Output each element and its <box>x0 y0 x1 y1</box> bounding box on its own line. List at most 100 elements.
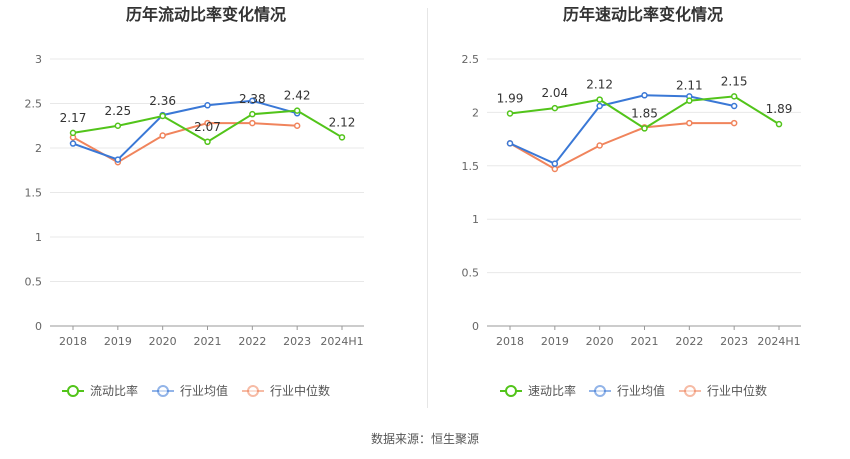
legend-item-1[interactable]: 速动比率 <box>500 383 576 398</box>
legend-label: 行业中位数 <box>707 383 767 398</box>
x-tick-label: 2021 <box>631 335 659 348</box>
x-tick-label: 2022 <box>675 335 703 348</box>
legend-item-2[interactable]: 行业均值 <box>152 383 228 398</box>
legend-item-3[interactable]: 行业中位数 <box>242 383 330 398</box>
data-point[interactable] <box>775 120 783 128</box>
data-label: 2.11 <box>676 79 703 93</box>
legend-item-3[interactable]: 行业中位数 <box>679 383 767 398</box>
data-point[interactable] <box>69 140 77 147</box>
data-point[interactable] <box>551 160 559 167</box>
data-point[interactable] <box>159 132 166 139</box>
data-label: 1.85 <box>631 106 658 120</box>
data-source-note: 数据来源：恒生聚源 <box>370 432 479 446</box>
data-point[interactable] <box>686 97 693 104</box>
data-label: 2.04 <box>541 86 568 100</box>
data-point[interactable] <box>204 138 211 146</box>
y-tick-label: 2.5 <box>25 98 43 111</box>
data-point[interactable] <box>204 119 211 127</box>
data-point[interactable] <box>293 107 301 114</box>
legend-label: 行业均值 <box>180 383 228 398</box>
legend-swatch-marker <box>247 385 259 397</box>
data-point[interactable] <box>730 93 738 100</box>
data-point[interactable] <box>596 102 603 110</box>
data-point[interactable] <box>114 122 122 129</box>
data-point[interactable] <box>69 129 77 137</box>
x-tick-label: 2019 <box>541 335 569 348</box>
legend-item-1[interactable]: 流动比率 <box>62 383 138 398</box>
data-point[interactable] <box>293 122 301 129</box>
legend-label: 行业均值 <box>617 383 665 398</box>
data-point[interactable] <box>249 119 256 127</box>
x-tick-label: 2018 <box>59 335 87 348</box>
data-point[interactable] <box>249 97 256 105</box>
data-point[interactable] <box>249 110 256 118</box>
y-tick-label: 1.5 <box>25 187 43 200</box>
legend-label: 速动比率 <box>528 383 576 398</box>
data-label: 2.12 <box>329 115 356 129</box>
legend-swatch-marker <box>594 385 606 397</box>
data-label: 2.36 <box>149 94 176 108</box>
x-tick-label: 2021 <box>194 335 222 348</box>
data-point[interactable] <box>506 110 514 117</box>
legend-label: 流动比率 <box>90 383 138 398</box>
x-tick-label: 2018 <box>496 335 524 348</box>
legend-item-2[interactable]: 行业均值 <box>589 383 665 398</box>
y-tick-label: 0.5 <box>462 267 480 280</box>
legend-label: 行业中位数 <box>270 383 330 398</box>
y-tick-label: 1 <box>472 213 479 226</box>
data-point[interactable] <box>686 119 693 127</box>
data-label: 2.07 <box>194 120 221 134</box>
data-point[interactable] <box>159 112 166 120</box>
x-tick-label: 2019 <box>104 335 132 348</box>
series-line-2 <box>72 99 298 161</box>
data-label: 2.12 <box>586 78 613 92</box>
data-point[interactable] <box>641 92 648 99</box>
x-tick-label: 2022 <box>238 335 266 348</box>
data-label: 2.42 <box>284 89 311 103</box>
y-tick-label: 2 <box>472 106 479 119</box>
y-tick-label: 3 <box>35 53 42 66</box>
data-point[interactable] <box>730 119 738 127</box>
data-point[interactable] <box>338 134 346 141</box>
data-label: 1.99 <box>497 91 524 105</box>
legend-swatch-marker <box>684 385 696 397</box>
data-point[interactable] <box>596 142 603 149</box>
legend-swatch-marker <box>505 385 517 397</box>
y-tick-label: 0.5 <box>25 276 43 289</box>
x-tick-label: 2023 <box>720 335 748 348</box>
chart-2: 历年速动比率变化情况 0 0.5 1 1.5 2 2.5 2018 2019 2020 2021 20… <box>462 5 801 398</box>
data-label: 2.15 <box>721 74 748 88</box>
x-tick-label: 2020 <box>586 335 614 348</box>
x-tick-label: 2024H1 <box>320 335 363 348</box>
x-tick-label: 2020 <box>149 335 177 348</box>
y-tick-label: 0 <box>35 320 42 333</box>
data-point[interactable] <box>204 102 211 109</box>
chart-title: 历年流动比率变化情况 <box>126 5 286 24</box>
y-tick-label: 1 <box>35 231 42 244</box>
series-line-2 <box>509 94 735 165</box>
x-tick-label: 2023 <box>283 335 311 348</box>
chart-1: 历年流动比率变化情况 0 0.5 1 1.5 2 2.5 3 2018 2019 2020 2021 2… <box>25 5 364 398</box>
data-label: 2.38 <box>239 92 266 106</box>
legend-swatch-marker <box>67 385 79 397</box>
legend-swatch-marker <box>157 385 169 397</box>
data-point[interactable] <box>730 102 738 110</box>
data-label: 2.25 <box>104 104 131 118</box>
data-point[interactable] <box>641 125 648 132</box>
data-point[interactable] <box>114 156 122 163</box>
series-line-3 <box>509 122 735 171</box>
y-tick-label: 1.5 <box>462 160 480 173</box>
x-tick-label: 2024H1 <box>757 335 800 348</box>
data-point[interactable] <box>551 165 559 173</box>
y-tick-label: 2 <box>35 142 42 155</box>
data-point[interactable] <box>551 104 559 112</box>
y-tick-label: 2.5 <box>462 53 480 66</box>
data-label: 1.89 <box>766 102 793 116</box>
chart-title: 历年速动比率变化情况 <box>563 5 723 24</box>
panel-divider <box>427 8 428 408</box>
y-tick-label: 0 <box>472 320 479 333</box>
data-point[interactable] <box>506 140 514 147</box>
data-label: 2.17 <box>60 111 87 125</box>
data-point[interactable] <box>596 96 603 103</box>
